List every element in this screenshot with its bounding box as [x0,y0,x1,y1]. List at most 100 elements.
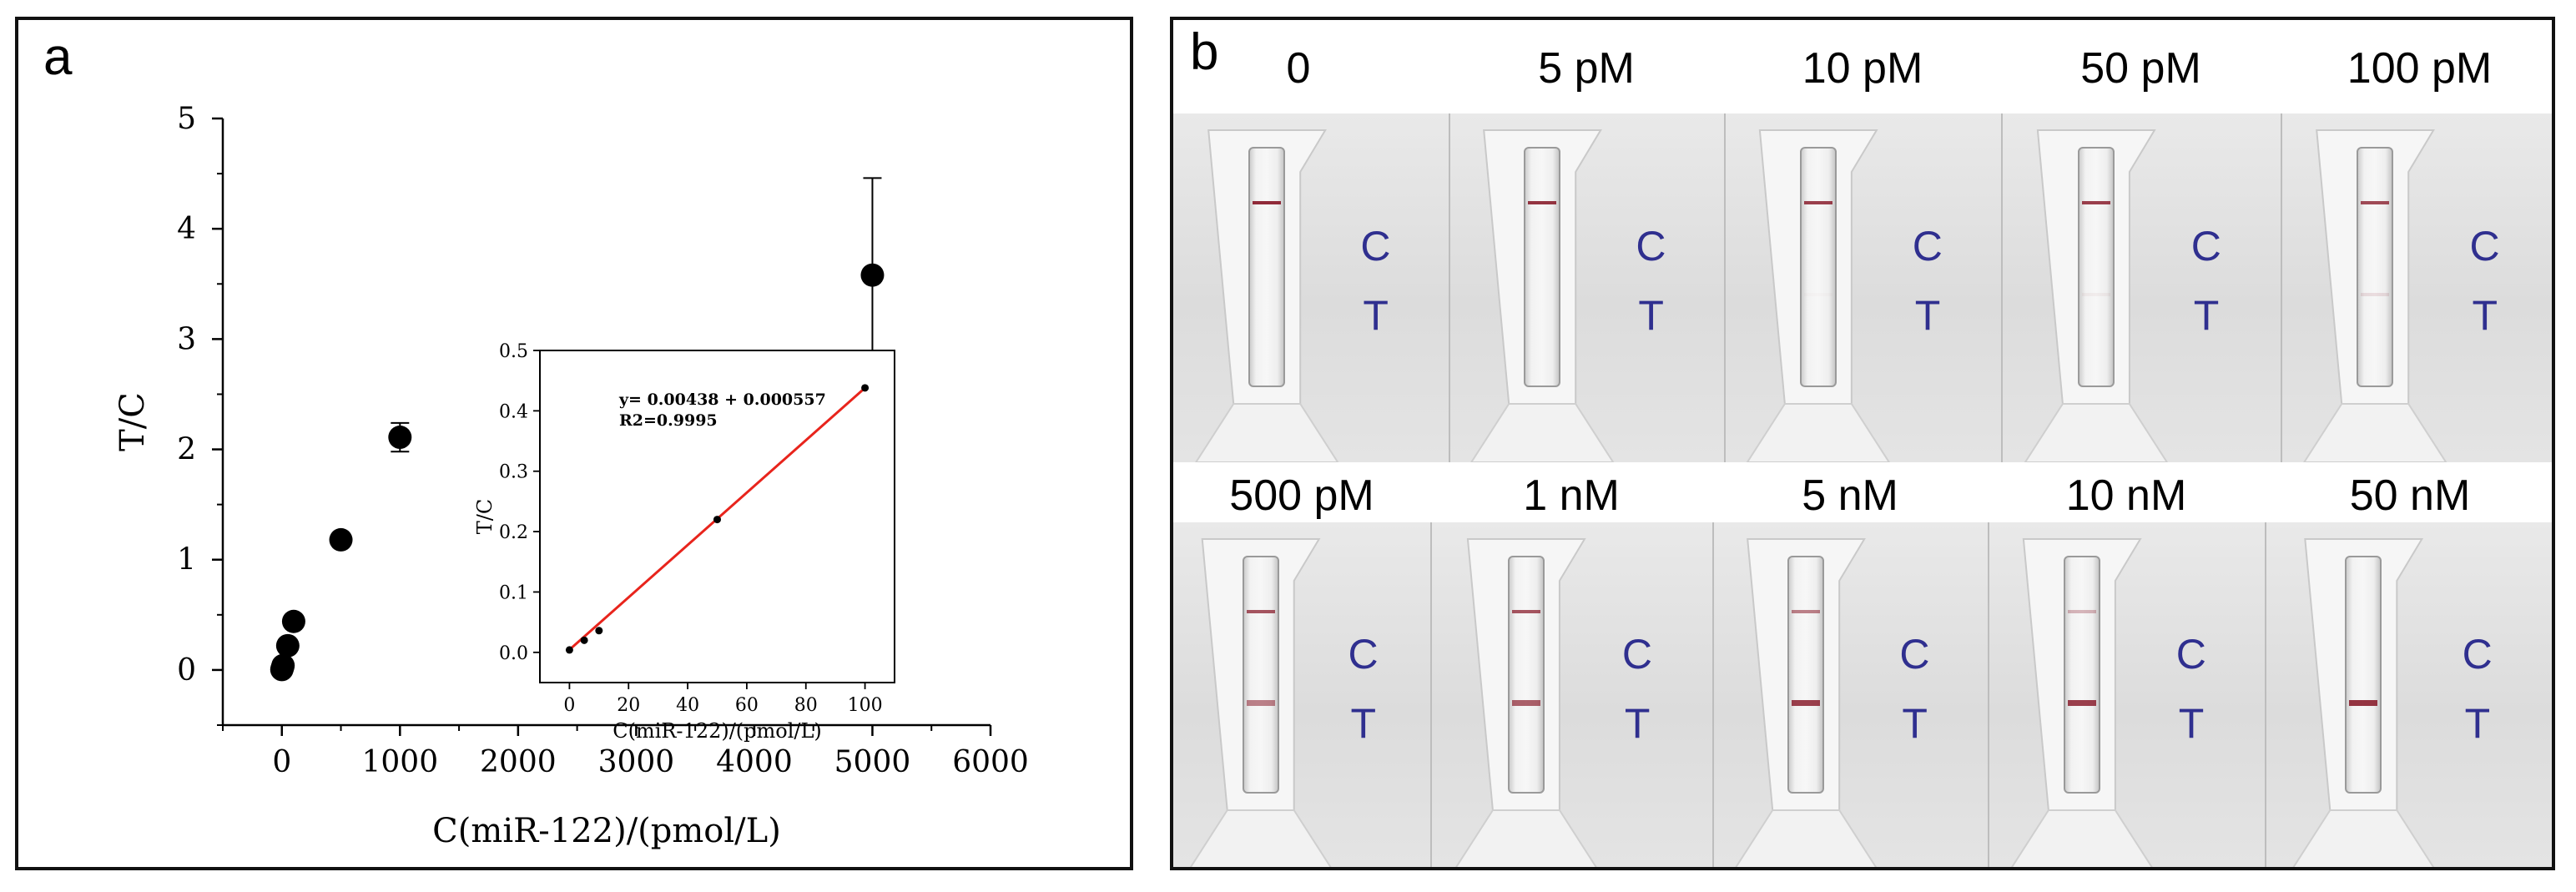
inset-y-tick-label: 0.3 [499,462,528,483]
inset-data-point [713,516,721,524]
inset-data-point [580,636,588,644]
photo-seam [2281,113,2282,462]
inset-r2: R2=0.9995 [619,411,718,430]
test-line [1246,700,1275,706]
test-strip [2345,556,2382,794]
control-line [1792,609,1821,613]
concentration-label: 50 nM [2349,471,2471,520]
window-bevel-bottom [2010,809,2153,867]
control-mark: C [2175,630,2206,678]
test-line [2349,700,2378,706]
x-tick-label: 4000 [716,745,793,779]
inset-data-point [565,646,573,654]
test-mark: T [2472,292,2498,340]
test-line [2361,292,2390,296]
window-bevel-bottom [1455,809,1597,867]
test-strip [1524,147,1561,387]
test-strip [1799,147,1837,387]
x-axis-label: C(miR-122)/(pmol/L) [432,812,781,850]
inset-equation: y= 0.00438 + 0.000557 [618,391,826,409]
y-tick-label: 5 [177,102,196,136]
panel-a: a 0 1 2 3 4 5 0 1000 2000 3000 4000 5000 6000 C(miR-1… [15,17,1133,870]
cassette-window [2024,129,2169,462]
test-line [2067,700,2096,706]
control-mark: C [2462,630,2493,678]
inset-y-tick-label: 0.0 [499,643,528,664]
cassette-window [1189,538,1332,867]
x-tick-label: 6000 [952,745,1029,779]
test-mark: T [1914,292,1941,340]
photo-seam [2001,113,2003,462]
y-tick-label: 0 [177,653,196,688]
concentration-label: 1 nM [1523,471,1620,520]
x-tick-label: 0 [272,745,291,779]
photo-seam [1430,522,1432,867]
control-mark: C [1348,630,1379,678]
concentration-label: 10 pM [1802,44,1923,93]
photo-seam [1988,522,1989,867]
photo-seam [1724,113,1726,462]
control-line [1246,609,1275,613]
control-line [2067,609,2096,613]
control-mark: C [1912,222,1943,270]
control-mark: C [1360,222,1391,270]
photo-seam [1712,522,1714,867]
inset-x-tick-label: 100 [848,695,883,716]
test-strip [1248,147,1286,387]
concentration-label: 10 nM [2065,471,2187,520]
inset-y-tick-label: 0.1 [499,582,528,603]
inset-data-point [861,384,870,392]
window-bevel-bottom [2024,403,2169,462]
x-tick-label: 3000 [598,745,675,779]
photo-seam [1449,113,1450,462]
window-bevel-bottom [2292,809,2435,867]
test-strip [1787,556,1825,794]
y-tick-label: 2 [177,433,196,467]
panel-b-label: b [1190,23,1219,81]
y-tick-label: 1 [177,543,196,577]
control-line [2081,201,2110,205]
window-bevel-bottom [1189,809,1332,867]
data-point [388,426,412,450]
window-bevel-bottom [2303,403,2447,462]
inset-x-tick-label: 20 [617,695,640,716]
concentration-label: 5 pM [1538,44,1635,93]
control-line [2361,201,2390,205]
test-mark: T [2178,699,2205,747]
control-mark: C [1636,222,1666,270]
concentration-label: 5 nM [1802,471,1898,520]
test-mark: T [1363,292,1389,340]
test-mark: T [1902,699,1928,747]
window-bevel-bottom [1195,403,1339,462]
test-strip [1242,556,1279,794]
control-line [1528,201,1557,205]
x-tick-label: 2000 [480,745,557,779]
test-line [1792,700,1821,706]
inset-y-tick-label: 0.4 [499,401,528,422]
data-point [275,633,300,658]
control-mark: C [1899,630,1930,678]
x-tick-label: 1000 [361,745,438,779]
y-tick-label: 3 [177,322,196,356]
test-strip [1507,556,1545,794]
control-line [1253,201,1282,205]
data-point [271,653,295,678]
control-mark: C [1621,630,1652,678]
inset-x-tick-label: 40 [676,695,699,716]
test-strip [2063,556,2100,794]
test-strip [2357,147,2394,387]
inset-x-axis-label: C(miR-122)/(pmol/L) [612,719,822,743]
test-mark: T [2464,699,2491,747]
y-tick-label: 4 [177,212,196,246]
test-mark: T [1350,699,1376,747]
test-mark: T [1624,699,1651,747]
y-axis-label: T/C [113,392,152,451]
cassette-window [2010,538,2153,867]
concentration-label: 0 [1286,44,1311,93]
